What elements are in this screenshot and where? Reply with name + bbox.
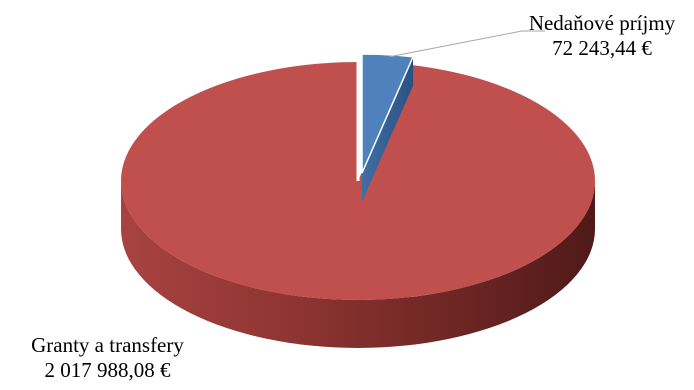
slice-name-granty-a-transfery: Granty a transfery [31,333,184,357]
slice-value-nedanove-prijmy: 72 243,44 € [552,36,652,60]
slice-nedanove-prijmy [361,53,415,174]
slice-label-nedanove-prijmy: Nedaňové príjmy 72 243,44 € [507,11,694,61]
slice-side-nedanove-prijmy [362,56,414,202]
slice-side-granty-a-transfery [121,181,595,348]
slice-value-granty-a-transfery: 2 017 988,08 € [44,358,171,382]
slice-name-nedanove-prijmy: Nedaňové príjmy [528,11,676,35]
slice-label-granty-a-transfery: Granty a transfery 2 017 988,08 € [0,333,215,383]
leader-line-nedanove-prijmy [389,30,545,58]
